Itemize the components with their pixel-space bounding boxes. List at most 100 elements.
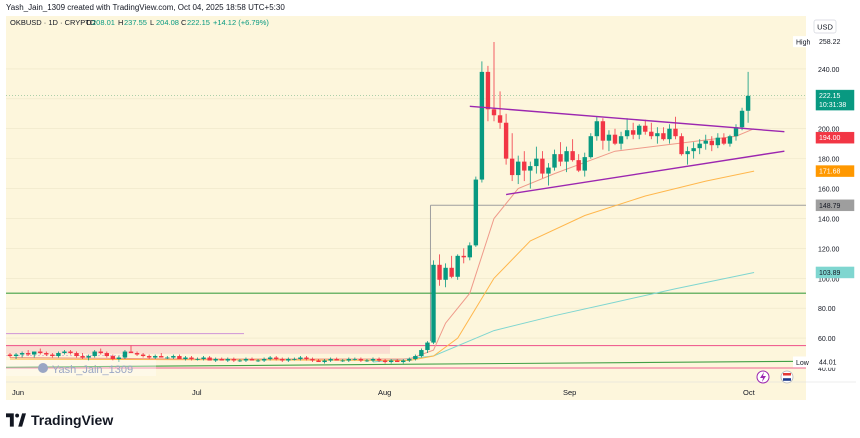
ohlc-high: 237.55: [124, 18, 147, 27]
candle: [171, 354, 176, 360]
candle: [165, 356, 170, 360]
candle: [552, 149, 557, 171]
currency-button[interactable]: USD: [817, 23, 833, 32]
currency-button-box[interactable]: [813, 19, 837, 34]
candle-body: [630, 130, 636, 135]
candle: [44, 351, 49, 357]
candle-body: [255, 360, 261, 362]
candle-body: [570, 151, 575, 161]
candle: [80, 353, 85, 360]
candle-body: [219, 359, 224, 361]
price-tag-label: High: [796, 40, 811, 47]
candle-body: [13, 354, 19, 357]
candle-body: [703, 140, 708, 144]
candle: [503, 113, 509, 165]
candle: [249, 357, 255, 361]
candle-body: [310, 359, 315, 361]
candle: [388, 359, 394, 364]
candle: [661, 127, 666, 141]
candle: [655, 127, 660, 144]
candle: [298, 356, 303, 361]
price-tick-label: 240.00: [818, 67, 840, 74]
time-tick-label: Jun: [12, 388, 24, 397]
candle: [685, 146, 690, 165]
candle-body: [346, 359, 351, 361]
candle: [74, 351, 79, 358]
candle: [479, 61, 485, 183]
candle: [485, 65, 491, 122]
candle-body: [74, 353, 79, 357]
candle-body: [509, 158, 515, 176]
price-tag-box: [815, 89, 855, 111]
price-chart[interactable]: OKBUSD · 1D · CRYPTO O 208.01 H 237.55 L…: [6, 16, 856, 400]
candle-body: [516, 161, 521, 176]
candle: [225, 357, 230, 363]
candle: [316, 359, 321, 363]
triangle-trendlines: [469, 105, 785, 196]
candle-body: [467, 245, 472, 258]
candle: [461, 248, 466, 264]
support-zone: [6, 344, 390, 354]
candle-body: [437, 264, 442, 280]
candle-body: [352, 359, 358, 360]
time-axis-ticks: Jun Jul Aug Sep Oct: [12, 388, 756, 397]
candle: [407, 357, 412, 363]
candle-body: [558, 154, 563, 162]
candle-body: [50, 354, 55, 357]
heart-icon: [38, 363, 48, 373]
price-tag-label-bg: [793, 36, 815, 48]
ohlc-c-label: C: [181, 18, 187, 27]
candle-body: [195, 359, 200, 360]
candle-body: [697, 143, 702, 149]
candlestick-series: [7, 41, 751, 364]
price-tag-box: [815, 165, 855, 177]
candle: [600, 118, 606, 150]
price-tag-box: [815, 35, 855, 48]
candle-body: [177, 356, 182, 360]
candle-body: [649, 131, 654, 137]
candle-body: [576, 160, 581, 171]
candle: [425, 341, 430, 354]
price-tag: Low 44.01: [793, 356, 855, 368]
candle: [153, 354, 158, 360]
candle: [467, 242, 472, 261]
price-tag: 222.15 10:31:38: [815, 89, 855, 111]
candle: [286, 357, 291, 363]
price-tag-value: 194.00: [819, 135, 841, 142]
candle: [576, 154, 581, 173]
candle-body: [382, 360, 388, 363]
tradingview-brand: TradingView: [6, 410, 113, 430]
candle: [364, 359, 370, 363]
candle-body: [280, 359, 285, 361]
price-tag-box: [815, 131, 855, 144]
candle: [612, 128, 618, 146]
candle-body: [606, 134, 612, 141]
chart-canvas[interactable]: OKBUSD · 1D · CRYPTO O 208.01 H 237.55 L…: [6, 16, 856, 400]
candle-body: [588, 136, 593, 158]
candle-body: [86, 356, 91, 358]
candle: [292, 357, 297, 361]
candle-body: [25, 353, 31, 355]
candle-body: [655, 133, 660, 137]
candle: [516, 155, 521, 185]
price-tick-label: 80.00: [818, 306, 836, 313]
candle-body: [104, 353, 109, 357]
candle-body: [146, 356, 152, 358]
candle-body: [661, 133, 666, 140]
candle: [739, 107, 745, 131]
candle: [455, 254, 460, 280]
candle-body: [449, 267, 454, 277]
candle-body: [443, 267, 448, 280]
candle: [588, 133, 593, 159]
candle-body: [243, 359, 249, 361]
candle: [92, 350, 97, 358]
price-tag-value: 148.79: [819, 203, 841, 210]
time-tick-label: Aug: [378, 388, 391, 397]
candle-body: [171, 356, 176, 358]
candle: [38, 348, 43, 355]
price-tags: High 258.22 222.15 10:31:38 194.00 171.68 148.…: [793, 35, 855, 368]
candle: [697, 139, 702, 155]
candle-body: [727, 136, 733, 144]
candle-body: [274, 357, 279, 360]
candle: [140, 353, 146, 358]
